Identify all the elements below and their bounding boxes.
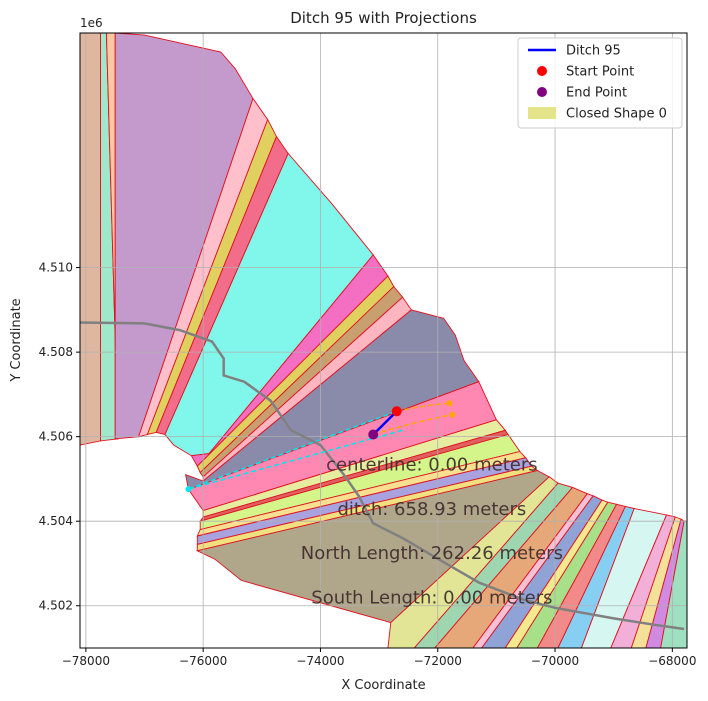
annotation-2: North Length: 262.26 meters: [301, 543, 563, 564]
y-axis-ticks: 4.502 4.504 4.506 4.508 4.510: [39, 261, 80, 613]
y-tick-label-3: 4.508: [39, 345, 73, 359]
legend-swatch-3: [528, 107, 556, 119]
chart-title: Ditch 95 with Projections: [290, 9, 477, 27]
orange-projection-endpoint-south: [449, 411, 456, 418]
annotation-0: centerline: 0.00 meters: [326, 454, 538, 475]
y-offset-label: 1e6: [80, 16, 103, 30]
x-tick-label-3: −72000: [414, 654, 462, 668]
x-axis-ticks: −78000 −76000 −74000 −72000 −70000 −68000: [62, 648, 696, 668]
closed-shape-3: [114, 33, 254, 440]
legend-label-3: Closed Shape 0: [566, 107, 667, 122]
legend-swatch-2: [537, 87, 547, 97]
legend-swatch-1: [537, 66, 547, 76]
closed-shape-30: [580, 507, 668, 648]
start-point-marker: [391, 406, 402, 417]
x-tick-label-5: −68000: [648, 654, 696, 668]
legend-label-2: End Point: [566, 86, 627, 101]
closed-shape-22: [413, 482, 574, 648]
closed-shape-28: [536, 503, 627, 648]
lines-layer: [80, 321, 685, 631]
closed-shape-24: [472, 493, 594, 648]
cyan-projection-south: [188, 429, 403, 490]
orange-projection-south: [373, 413, 453, 436]
annotation-1: ditch: 658.93 meters: [337, 499, 526, 520]
gray-path-line: [80, 321, 685, 631]
closed-shape-26: [504, 499, 609, 648]
plot-frame: [79, 32, 688, 649]
plot-area: centerline: 0.00 meters ditch: 658.93 met…: [80, 33, 687, 648]
closed-shape-8: [190, 254, 389, 467]
end-point-marker: [368, 429, 379, 440]
x-axis-label: X Coordinate: [341, 678, 425, 693]
closed-shape-23: [434, 486, 589, 648]
y-tick-label-2: 4.506: [39, 430, 73, 444]
x-tick-label-4: −70000: [531, 654, 579, 668]
ditch-line: [372, 410, 398, 436]
legend: Ditch 95 Start Point End Point Closed Shape…: [517, 37, 683, 129]
y-axis-label: Y Coordinate: [9, 298, 24, 382]
closed-shape-27: [516, 501, 618, 648]
cyan-projection-endpoint: [185, 486, 192, 493]
legend-box: [517, 37, 683, 129]
closed-shape-33: [645, 518, 685, 648]
legend-label-1: Start Point: [566, 65, 634, 80]
closed-shape-32: [630, 516, 682, 648]
orange-projection-endpoint-north: [446, 400, 453, 407]
grid-layer: [80, 33, 687, 648]
legend-label-0: Ditch 95: [566, 44, 621, 59]
y-tick-label-4: 4.510: [39, 261, 73, 275]
x-tick-label-1: −76000: [179, 654, 227, 668]
annotation-3: South Length: 0.00 meters: [311, 588, 552, 609]
y-tick-label-1: 4.504: [39, 514, 73, 528]
closed-shape-21: [387, 476, 559, 648]
y-tick-label-0: 4.502: [39, 599, 73, 613]
x-tick-label-0: −78000: [62, 654, 110, 668]
x-tick-label-2: −74000: [296, 654, 344, 668]
annotations-layer: centerline: 0.00 meters ditch: 658.93 met…: [301, 454, 563, 608]
closed-shape-0: [80, 33, 101, 446]
cyan-projection-north: [188, 410, 397, 490]
